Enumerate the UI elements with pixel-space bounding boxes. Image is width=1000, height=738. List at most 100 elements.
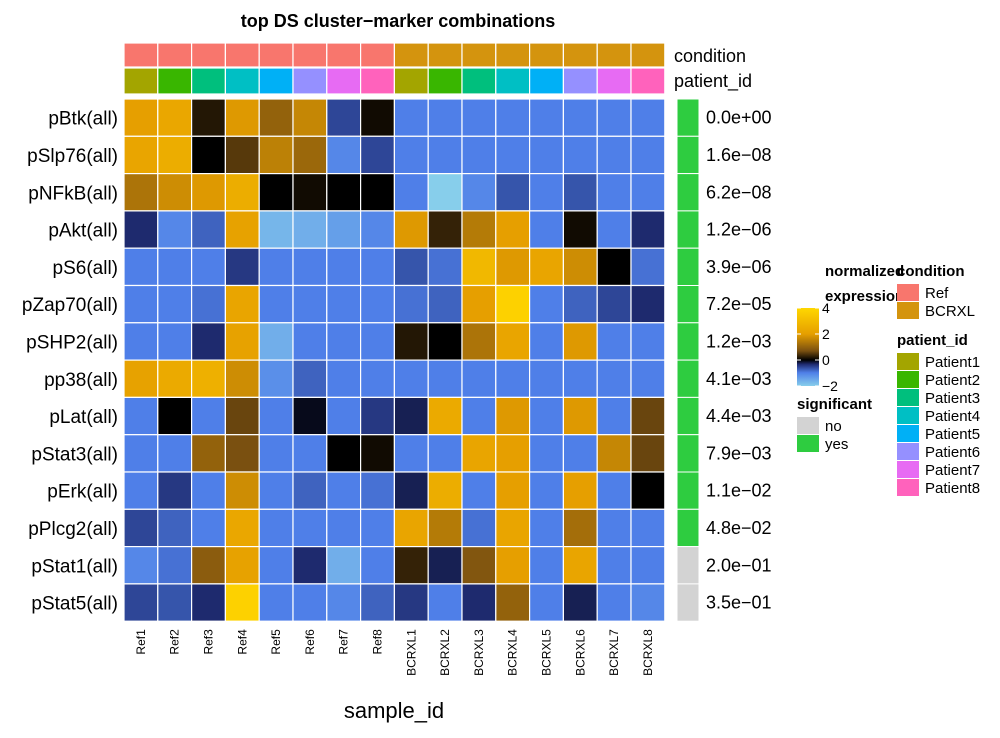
heatmap-cell <box>461 247 497 287</box>
p-value-label: 2.0e−01 <box>706 555 772 575</box>
heatmap-cell <box>123 434 159 473</box>
heatmap-cell <box>224 508 260 548</box>
heatmap-cell <box>360 322 396 361</box>
heatmap-cell <box>528 583 564 622</box>
heatmap-cell <box>191 471 227 510</box>
patient-legend-swatch <box>897 389 919 406</box>
heatmap-cell <box>562 210 598 249</box>
heatmap-cell <box>258 396 294 436</box>
condition-cell-BCRXL5 <box>528 42 564 68</box>
heatmap-cell <box>461 322 497 361</box>
heatmap-cell <box>292 322 328 361</box>
heatmap-cell <box>596 98 632 137</box>
heatmap-cell <box>562 359 598 399</box>
heatmap-cell <box>123 98 159 137</box>
condition-cell-Ref6 <box>292 42 328 68</box>
heatmap-cell <box>157 98 193 137</box>
heatmap-cell <box>495 508 531 548</box>
patient-cell-BCRXL7 <box>596 67 632 95</box>
heatmap-cell <box>360 284 396 324</box>
patient-cell-BCRXL4 <box>495 67 531 95</box>
row-label: pStat5(all) <box>31 594 118 615</box>
column-label: BCRXL2 <box>438 629 452 676</box>
heatmap-cell <box>596 322 632 361</box>
condition-legend-swatch <box>897 302 919 319</box>
column-label: Ref4 <box>235 629 249 655</box>
condition-cell-Ref2 <box>157 42 193 68</box>
expression-legend-tick: 0 <box>822 352 830 368</box>
patient-legend-label: Patient6 <box>925 444 980 461</box>
heatmap-cell <box>495 284 531 324</box>
significance-cell <box>676 583 700 622</box>
condition-cell-BCRXL7 <box>596 42 632 68</box>
heatmap-cell <box>630 98 666 137</box>
heatmap-cell <box>157 173 193 212</box>
heatmap-cell <box>528 396 564 436</box>
heatmap-cell <box>326 583 362 622</box>
expression-legend-title-line1: normalized <box>825 263 904 280</box>
heatmap-cell <box>191 583 227 622</box>
heatmap-cell <box>326 545 362 585</box>
column-label: Ref1 <box>134 629 148 655</box>
heatmap-cell <box>326 471 362 510</box>
patient-cell-BCRXL3 <box>461 67 497 95</box>
patient-cell-Ref4 <box>224 67 260 95</box>
heatmap-cell <box>528 434 564 473</box>
heatmap-cell <box>562 583 598 622</box>
patient-cell-Ref3 <box>191 67 227 95</box>
heatmap-cell <box>292 471 328 510</box>
patient-legend-label: Patient5 <box>925 426 980 443</box>
condition-annotation-bar <box>123 42 666 68</box>
heatmap-cell <box>292 396 328 436</box>
heatmap-cell <box>292 434 328 473</box>
heatmap-cell <box>123 471 159 510</box>
condition-cell-BCRXL3 <box>461 42 497 68</box>
heatmap-cell <box>427 359 463 399</box>
heatmap-cell <box>596 471 632 510</box>
heatmap-cell <box>461 583 497 622</box>
heatmap-cell <box>157 583 193 622</box>
heatmap-cell <box>258 98 294 137</box>
heatmap-cell <box>326 210 362 249</box>
heatmap-cell <box>326 284 362 324</box>
heatmap-cell <box>630 545 666 585</box>
heatmap-cell <box>191 434 227 473</box>
heatmap-cell <box>596 396 632 436</box>
heatmap-cell <box>123 210 159 249</box>
patient-cell-BCRXL5 <box>528 67 564 95</box>
heatmap-cell <box>326 322 362 361</box>
heatmap-cell <box>596 359 632 399</box>
heatmap-cell <box>393 545 429 585</box>
patient-legend-label: Patient2 <box>925 372 980 389</box>
heatmap-cell <box>427 508 463 548</box>
heatmap-cell <box>630 434 666 473</box>
significance-cell <box>676 546 700 585</box>
condition-cell-Ref1 <box>123 42 159 68</box>
p-value-label: 3.9e−06 <box>706 257 772 277</box>
patient-legend-label: Patient1 <box>925 354 980 371</box>
significant-legend-label: no <box>825 418 842 435</box>
p-value-label: 1.2e−06 <box>706 220 772 240</box>
heatmap-cell <box>123 247 159 287</box>
expression-legend-tick: −2 <box>822 378 838 394</box>
heatmap-cell <box>528 210 564 249</box>
heatmap-cell <box>258 173 294 212</box>
heatmap-cell <box>596 210 632 249</box>
significance-cell <box>676 396 700 436</box>
heatmap-cell <box>326 135 362 175</box>
heatmap-cell <box>596 583 632 622</box>
p-value-label: 4.4e−03 <box>706 406 772 426</box>
heatmap-cell <box>495 359 531 399</box>
heatmap-cell <box>360 508 396 548</box>
column-labels: Ref1 Ref2 Ref3 Ref4 Ref5 Ref6 Ref7 Ref8 BCRXL1 BC… <box>134 629 655 676</box>
heatmap-cell <box>427 322 463 361</box>
column-label: BCRXL7 <box>607 629 621 676</box>
patient-cell-Ref5 <box>258 67 294 95</box>
significance-cell <box>676 173 700 212</box>
column-label: BCRXL3 <box>472 629 486 676</box>
patient-cell-BCRXL2 <box>427 67 463 95</box>
heatmap-cell <box>461 434 497 473</box>
significance-cell <box>676 135 700 175</box>
heatmap-cell <box>528 545 564 585</box>
